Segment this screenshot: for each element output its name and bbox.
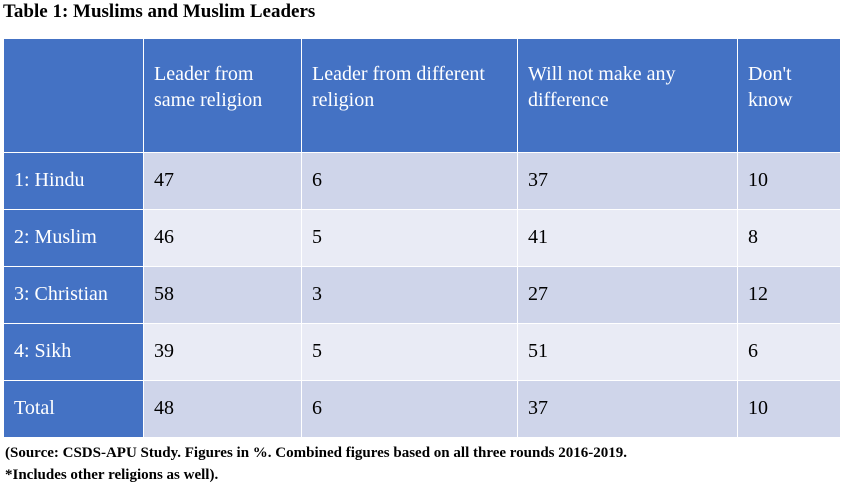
table-cell: 5 <box>301 209 518 267</box>
source-note-line-1: (Source: CSDS-APU Study. Figures in %. C… <box>5 445 628 461</box>
table-cell: 37 <box>517 380 738 438</box>
table-cell: 58 <box>143 266 302 324</box>
header-cell-no-difference: Will not make any difference <box>517 38 738 153</box>
header-cell-same-religion: Leader from same religion <box>143 38 302 153</box>
row-label: 1: Hindu <box>3 152 144 210</box>
table-cell: 5 <box>301 323 518 381</box>
table-cell: 3 <box>301 266 518 324</box>
table-row: 4: Sikh 39 5 51 6 <box>3 323 841 381</box>
header-cell-dont-know: Don't know <box>737 38 841 153</box>
table-cell: 51 <box>517 323 738 381</box>
table-header-row: Leader from same religion Leader from di… <box>3 38 841 153</box>
table-cell: 10 <box>737 380 841 438</box>
table-cell: 47 <box>143 152 302 210</box>
table-cell: 10 <box>737 152 841 210</box>
row-label: Total <box>3 380 144 438</box>
table-row: 1: Hindu 47 6 37 10 <box>3 152 841 210</box>
table-cell: 46 <box>143 209 302 267</box>
row-label: 4: Sikh <box>3 323 144 381</box>
table-cell: 48 <box>143 380 302 438</box>
table-cell: 6 <box>737 323 841 381</box>
table-cell: 6 <box>301 380 518 438</box>
table-row: 3: Christian 58 3 27 12 <box>3 266 841 324</box>
table-cell: 41 <box>517 209 738 267</box>
table-cell: 8 <box>737 209 841 267</box>
header-cell-different-religion: Leader from different religion <box>301 38 518 153</box>
source-note-line-2: *Includes other religions as well). <box>5 467 219 483</box>
source-note: (Source: CSDS-APU Study. Figures in %. C… <box>5 442 627 486</box>
table-cell: 39 <box>143 323 302 381</box>
table-cell: 37 <box>517 152 738 210</box>
table-title: Table 1: Muslims and Muslim Leaders <box>3 1 316 22</box>
data-table: Leader from same religion Leader from di… <box>3 38 841 438</box>
table-cell: 27 <box>517 266 738 324</box>
table-row: 2: Muslim 46 5 41 8 <box>3 209 841 267</box>
row-label: 2: Muslim <box>3 209 144 267</box>
table-cell: 12 <box>737 266 841 324</box>
table-row-total: Total 48 6 37 10 <box>3 380 841 438</box>
row-label: 3: Christian <box>3 266 144 324</box>
header-cell-empty <box>3 38 144 153</box>
table-cell: 6 <box>301 152 518 210</box>
